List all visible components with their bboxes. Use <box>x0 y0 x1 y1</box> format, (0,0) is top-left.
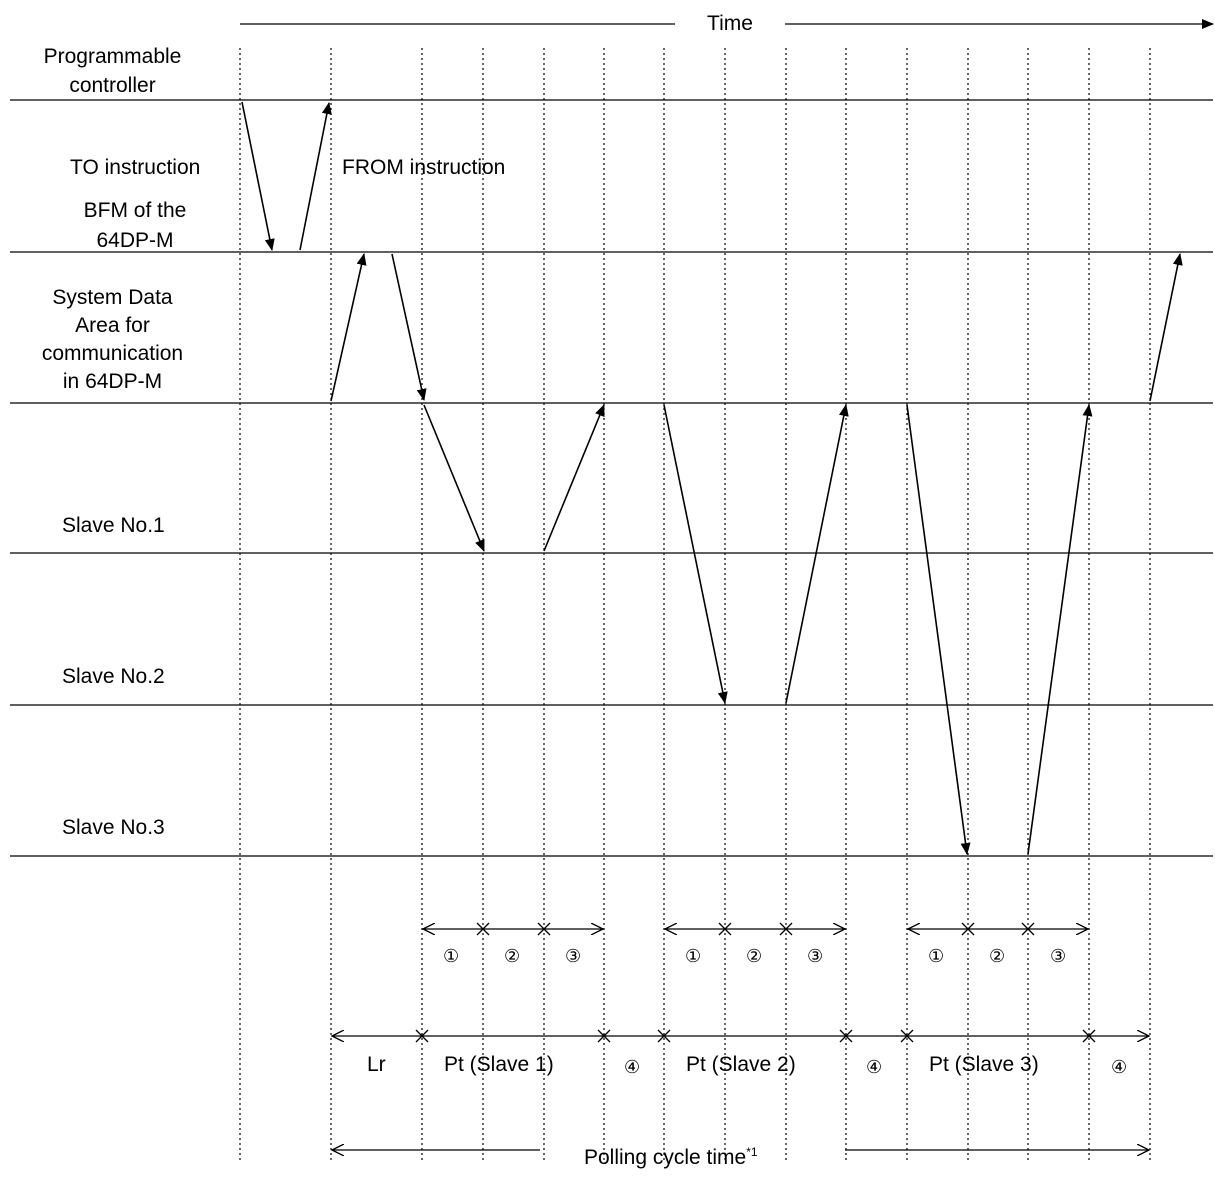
step2-label-slave3: ② <box>989 946 1006 966</box>
step4-label-3: ④ <box>1111 1057 1128 1077</box>
slave1-label: Slave No.1 <box>62 514 165 537</box>
step1-label-slave2: ① <box>685 946 702 966</box>
slave1-response-arrow <box>543 404 605 552</box>
programmable-controller-label: Programmable controller <box>43 45 182 97</box>
step3-label-slave1: ③ <box>565 946 582 966</box>
polling-segments <box>332 1029 1149 1043</box>
bfm-down-arrow <box>391 253 427 401</box>
bfm-to-system-arrow <box>330 253 367 402</box>
slave2-request-arrow <box>663 404 728 704</box>
step4-label-1: ④ <box>624 1057 641 1077</box>
step-intervals <box>423 922 1088 936</box>
from-instruction-label: FROM instruction <box>342 156 506 179</box>
time-label: Time <box>707 12 753 35</box>
step3-label-slave3: ③ <box>1050 946 1067 966</box>
slave1-request-arrow <box>423 404 485 552</box>
slave2-response-arrow <box>785 404 849 704</box>
to-instruction-label: TO instruction <box>70 156 201 179</box>
system-data-area-label: System Data Area for communication in 64… <box>41 286 184 393</box>
step2-label-slave2: ② <box>746 946 763 966</box>
slave3-request-arrow <box>906 404 971 855</box>
time-markers <box>239 48 1151 1160</box>
step3-label-slave2: ③ <box>807 946 824 966</box>
step2-label-slave1: ② <box>504 946 521 966</box>
step1-label-slave3: ① <box>928 946 945 966</box>
pt-slave3-label: Pt (Slave 3) <box>929 1053 1039 1076</box>
to-instruction-arrow <box>241 101 275 251</box>
footnote-marker: *1 <box>746 1145 758 1159</box>
bfm-label: BFM of the 64DP-M <box>83 199 187 252</box>
slave3-label: Slave No.3 <box>62 816 165 839</box>
step-cross-marks <box>476 922 1035 936</box>
from-instruction-arrow <box>299 102 332 251</box>
system-to-bfm-arrow <box>1149 253 1183 402</box>
pt-slave1-label: Pt (Slave 1) <box>444 1053 554 1076</box>
step4-label-2: ④ <box>866 1057 883 1077</box>
polling-cycle-time-label: Polling cycle time*1 <box>584 1145 758 1169</box>
step1-label-slave1: ① <box>443 946 460 966</box>
message-arrows <box>241 101 1183 855</box>
pt-slave2-label: Pt (Slave 2) <box>686 1053 796 1076</box>
slave3-response-arrow <box>1027 404 1093 855</box>
station-lines <box>10 99 1213 857</box>
lr-label: Lr <box>367 1053 386 1076</box>
slave2-label: Slave No.2 <box>62 665 165 688</box>
